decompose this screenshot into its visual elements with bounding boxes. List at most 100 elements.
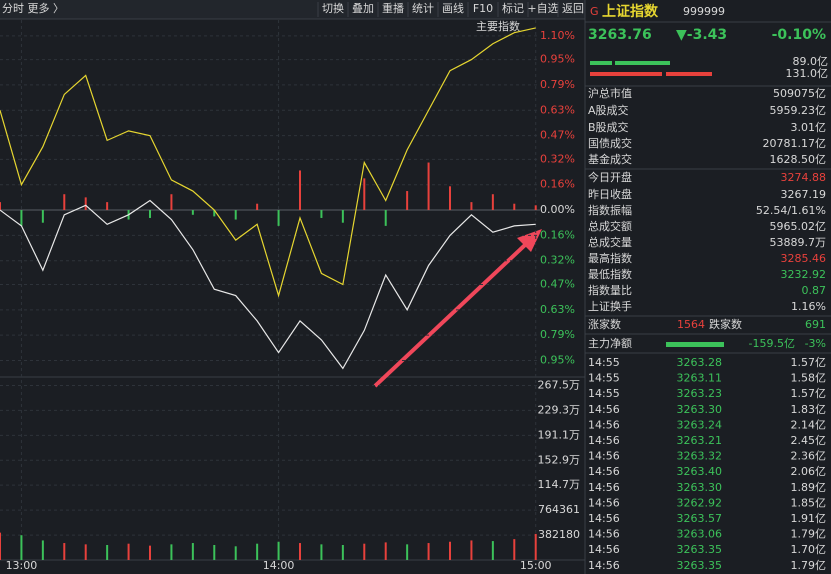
toolbar-button[interactable]: 标记 (502, 1, 524, 15)
trade-price: 3262.92 (677, 496, 723, 509)
flow-value: -159.5亿 (749, 337, 795, 350)
trade-price: 3263.30 (677, 481, 723, 494)
trade-time: 14:56 (588, 403, 620, 416)
trade-price: 3263.30 (677, 403, 723, 416)
stat-value: 5965.02亿 (770, 220, 827, 233)
stat-label: 指数振幅 (588, 203, 632, 217)
trade-price: 3263.57 (677, 512, 723, 525)
stat-value: 20781.17亿 (763, 137, 827, 150)
toolbar (0, 0, 585, 19)
stat-value: 52.54/1.61% (756, 204, 826, 217)
volume-tick-label: 191.1万 (538, 428, 581, 441)
trade-price: 3263.35 (677, 543, 723, 556)
x-tick-label: 14:00 (263, 559, 295, 572)
y-tick-label: 0.95% (540, 353, 575, 366)
trade-time: 14:56 (588, 418, 620, 431)
toolbar-button[interactable]: 切换 (322, 1, 344, 15)
volume-tick-label: 764361 (538, 503, 580, 516)
trade-volume: 1.79亿 (791, 528, 827, 541)
trade-price: 3263.40 (677, 465, 723, 478)
stat-label: A股成交 (588, 103, 629, 117)
y-tick-label: 0.47% (540, 129, 575, 142)
marker: G (590, 5, 599, 18)
trade-volume: 2.06亿 (791, 465, 827, 478)
panel-lines (585, 21, 831, 354)
trade-time: 14:56 (588, 481, 620, 494)
volume-tick-label: 229.3万 (538, 403, 581, 416)
trade-time: 14:56 (588, 465, 620, 478)
y-tick-label: 0.47% (540, 277, 575, 290)
y-tick-label: 0.16% (540, 178, 575, 191)
stat-label: 昨日收盘 (588, 187, 632, 201)
sell-amount: 131.0亿 (786, 67, 829, 80)
x-tick-label: 15:00 (520, 559, 552, 572)
trade-volume: 1.89亿 (791, 481, 827, 494)
price-line (0, 27, 536, 298)
stat-label: B股成交 (588, 120, 629, 134)
trade-price: 3263.06 (677, 528, 723, 541)
trade-volume: 2.45亿 (791, 434, 827, 447)
index-name: 上证指数 (602, 3, 659, 20)
trade-price: 3263.24 (677, 418, 723, 431)
trade-time: 14:56 (588, 543, 620, 556)
buy-amount: 89.0亿 (793, 55, 829, 68)
stat-value: 5959.23亿 (770, 104, 827, 117)
trade-volume: 1.58亿 (791, 372, 827, 385)
trade-volume: 2.14亿 (791, 418, 827, 431)
trade-time: 14:55 (588, 372, 620, 385)
trade-volume: 1.57亿 (791, 356, 827, 369)
y-tick-label: 0.32% (540, 152, 575, 165)
trade-time: 14:56 (588, 434, 620, 447)
trade-price: 3263.35 (677, 559, 723, 572)
y-tick-label: 0.32% (540, 254, 575, 267)
stat-value: 509075亿 (773, 87, 826, 100)
flow-pct: -3% (805, 337, 826, 350)
trade-volume: 1.79亿 (791, 559, 827, 572)
toolbar-button[interactable]: 返回 (562, 2, 584, 15)
trade-time: 14:55 (588, 387, 620, 400)
volume-tick-label: 382180 (538, 528, 580, 541)
stat-value: 3.01亿 (791, 121, 827, 134)
stat-label: 今日开盘 (588, 170, 632, 184)
trade-volume: 2.36亿 (791, 450, 827, 463)
arrow-annotation (373, 229, 542, 388)
trade-volume: 1.91亿 (791, 512, 827, 525)
y-tick-label: 0.95% (540, 53, 575, 66)
trade-time: 14:56 (588, 450, 620, 463)
stat-value: 1.16% (791, 300, 826, 313)
volume-tick-label: 267.5万 (538, 379, 581, 392)
stat-value: 53889.7万 (770, 236, 827, 249)
flow-label: 主力净额 (588, 336, 632, 350)
trade-time: 14:55 (588, 356, 620, 369)
trade-price: 3263.32 (677, 450, 723, 463)
stat-value: 3267.19 (781, 188, 827, 201)
trade-price: 3263.21 (677, 434, 723, 447)
x-tick-label: 13:00 (6, 559, 38, 572)
stat-value: 0.87 (802, 284, 827, 297)
down-count: 691 (805, 318, 826, 331)
volume-tick-label: 152.9万 (538, 453, 581, 466)
toolbar-button[interactable]: 重播 (382, 1, 404, 15)
down-label: 跌家数 (709, 317, 742, 331)
volume-tick-label: 114.7万 (538, 478, 581, 491)
y-tick-label: 0.00% (540, 203, 575, 216)
up-label: 涨家数 (588, 317, 621, 331)
toolbar-button[interactable]: 叠加 (352, 2, 374, 15)
toolbar-button[interactable]: +自选 (527, 2, 558, 15)
change: ▼-3.43 (676, 27, 727, 43)
toolbar-button[interactable]: 画线 (442, 1, 464, 15)
stat-label: 国债成交 (588, 136, 632, 150)
up-count: 1564 (677, 318, 705, 331)
toolbar-button[interactable]: F10 (473, 2, 493, 15)
trade-volume: 1.83亿 (791, 403, 827, 416)
stat-label: 最低指数 (588, 267, 632, 281)
toolbar-button[interactable]: 统计 (412, 2, 434, 15)
chart-label: 主要指数 (476, 19, 520, 33)
buy-sell-bars (590, 61, 724, 347)
stat-label: 最高指数 (588, 251, 632, 265)
stat-label: 总成交额 (588, 219, 632, 233)
y-tick-label: 0.79% (540, 328, 575, 341)
y-tick-label: 0.63% (540, 303, 575, 316)
